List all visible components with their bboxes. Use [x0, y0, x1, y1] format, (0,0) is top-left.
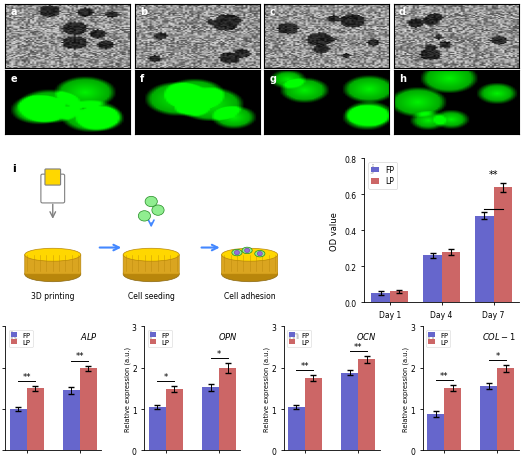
Circle shape — [257, 252, 263, 256]
Text: **: ** — [301, 361, 309, 370]
Text: $\it{COL-1}$: $\it{COL-1}$ — [482, 330, 516, 341]
Bar — [390, 292, 408, 303]
Text: b: b — [140, 7, 147, 17]
FancyBboxPatch shape — [25, 255, 81, 274]
Bar — [427, 414, 444, 450]
Text: $\it{OCN}$: $\it{OCN}$ — [356, 330, 377, 341]
Bar — [372, 293, 390, 303]
FancyBboxPatch shape — [45, 170, 61, 186]
Text: Cell seeding: Cell seeding — [128, 291, 174, 300]
Circle shape — [152, 206, 164, 216]
Circle shape — [245, 249, 249, 253]
Text: **: ** — [440, 372, 449, 380]
Ellipse shape — [25, 249, 81, 262]
Bar — [442, 253, 460, 303]
Text: **: ** — [354, 342, 363, 351]
Bar — [63, 390, 80, 450]
Y-axis label: Relative expression (a.u.): Relative expression (a.u.) — [263, 346, 270, 431]
Ellipse shape — [123, 249, 179, 262]
Text: **: ** — [489, 170, 498, 180]
Text: l: l — [148, 330, 152, 340]
Bar — [444, 389, 461, 450]
Text: *: * — [163, 372, 168, 381]
Ellipse shape — [232, 250, 242, 256]
Text: n: n — [427, 330, 434, 340]
Text: 3D printing: 3D printing — [31, 291, 74, 300]
Text: k: k — [9, 330, 16, 340]
Ellipse shape — [242, 248, 252, 254]
Text: $\it{OPN}$: $\it{OPN}$ — [218, 330, 237, 341]
Ellipse shape — [25, 267, 81, 282]
Ellipse shape — [123, 267, 179, 282]
Text: d: d — [399, 7, 406, 17]
Bar — [305, 378, 322, 450]
Text: i: i — [12, 163, 16, 173]
Text: *: * — [217, 349, 221, 359]
Bar — [481, 386, 497, 450]
Bar — [202, 388, 219, 450]
Bar — [358, 359, 375, 450]
Bar — [497, 369, 515, 450]
Bar — [27, 389, 43, 450]
FancyBboxPatch shape — [222, 255, 278, 274]
Bar — [219, 369, 236, 450]
Bar — [423, 256, 442, 303]
Text: a: a — [10, 7, 17, 17]
Legend: FP, LP: FP, LP — [9, 330, 33, 348]
Circle shape — [234, 251, 239, 255]
Text: **: ** — [75, 352, 84, 361]
Legend: FP, LP: FP, LP — [148, 330, 172, 348]
Legend: FP, LP: FP, LP — [368, 163, 397, 189]
Text: $\it{ALP}$: $\it{ALP}$ — [81, 330, 99, 341]
Y-axis label: OD value: OD value — [330, 212, 339, 250]
Text: **: ** — [23, 372, 31, 381]
Legend: FP, LP: FP, LP — [426, 330, 450, 348]
Ellipse shape — [222, 267, 278, 282]
Y-axis label: Relative expression (a.u.): Relative expression (a.u.) — [402, 346, 409, 431]
Bar — [149, 407, 166, 450]
Ellipse shape — [255, 251, 265, 258]
Bar — [494, 187, 512, 303]
Bar — [475, 217, 494, 303]
Text: e: e — [10, 74, 17, 84]
Y-axis label: Relative expression (a.u.): Relative expression (a.u.) — [124, 346, 130, 431]
Circle shape — [138, 211, 150, 222]
Text: m: m — [288, 330, 299, 340]
Bar — [341, 373, 358, 450]
Bar — [9, 409, 27, 450]
Text: j: j — [370, 163, 375, 173]
Bar — [288, 407, 305, 450]
Legend: FP, LP: FP, LP — [287, 330, 311, 348]
FancyBboxPatch shape — [41, 175, 64, 203]
Text: f: f — [140, 74, 144, 84]
Text: *: * — [495, 351, 499, 360]
Bar — [166, 389, 183, 450]
Text: g: g — [269, 74, 277, 84]
Text: h: h — [399, 74, 406, 84]
Circle shape — [145, 197, 157, 207]
Text: Cell adhesion: Cell adhesion — [224, 291, 276, 300]
Bar — [80, 369, 97, 450]
Ellipse shape — [222, 249, 278, 262]
Text: c: c — [269, 7, 275, 17]
FancyBboxPatch shape — [123, 255, 179, 274]
